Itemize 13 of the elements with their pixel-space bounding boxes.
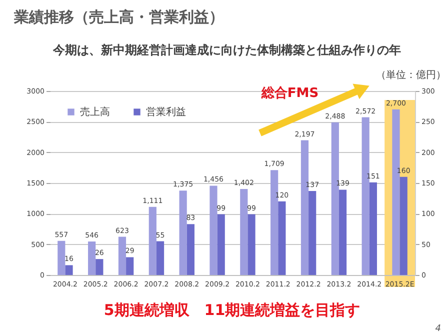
chart-subtitle: 今期は、新中期経営計画達成に向けた体制構築と仕組み作りの年 xyxy=(52,43,401,57)
bar xyxy=(148,206,156,275)
bar xyxy=(58,240,66,275)
chart-title: 業績推移（売上高・営業利益） xyxy=(13,8,224,26)
text: （単位：億円） xyxy=(376,69,446,81)
legend-label: 売上高 xyxy=(80,106,110,118)
bar xyxy=(118,236,126,275)
text: 5期連続増収 11期連続増益を目指す xyxy=(104,301,360,319)
annotation: 総合FMS xyxy=(260,85,319,101)
bar xyxy=(65,265,73,275)
legend-label: 営業利益 xyxy=(146,106,186,118)
bar xyxy=(88,242,96,275)
text: 4 xyxy=(435,324,442,334)
